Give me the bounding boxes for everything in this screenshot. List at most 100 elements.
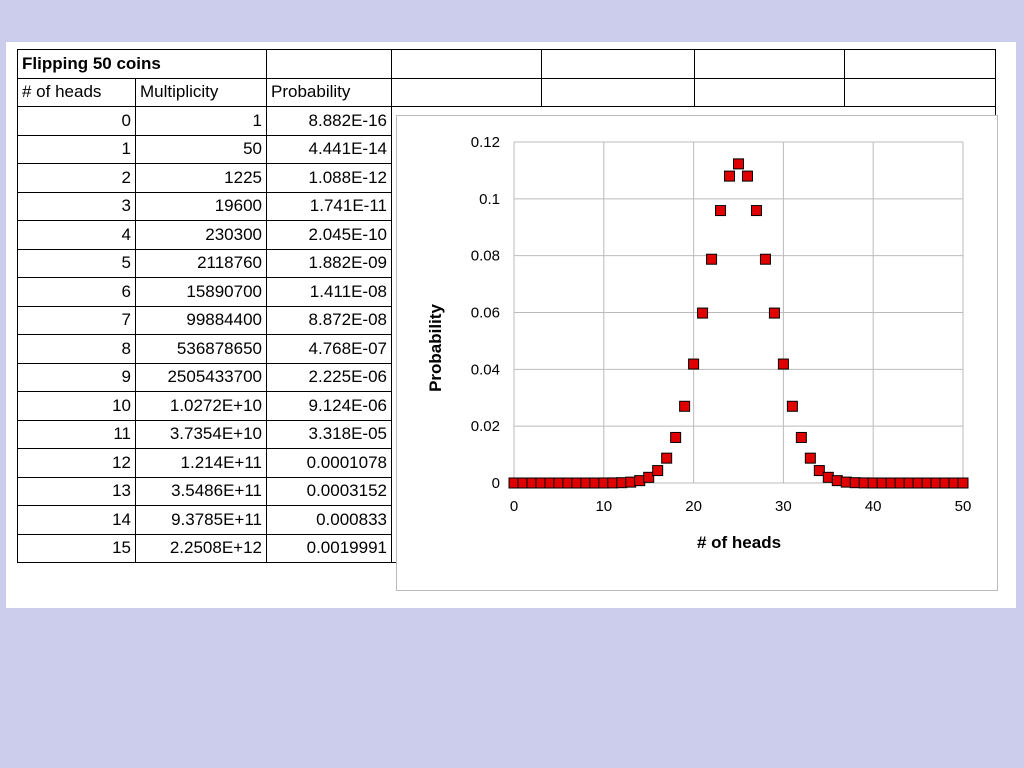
cell-heads[interactable]: 14 xyxy=(17,505,136,535)
cell-probability[interactable]: 1.741E-11 xyxy=(266,191,392,221)
cell-probability[interactable]: 8.882E-16 xyxy=(266,106,392,136)
cell-multiplicity[interactable]: 99884400 xyxy=(135,305,267,335)
cell-heads[interactable]: 8 xyxy=(17,334,136,364)
data-point[interactable] xyxy=(661,452,673,464)
cell-multiplicity[interactable]: 2118760 xyxy=(135,248,267,278)
table-row: 5 2118760 1.882E-09 xyxy=(17,248,996,278)
table-row: 14 9.3785E+11 0.000833 xyxy=(17,505,996,535)
cell-probability[interactable]: 2.225E-06 xyxy=(266,362,392,392)
cell-heads[interactable]: 0 xyxy=(17,106,136,136)
data-point[interactable] xyxy=(759,253,771,265)
cell-multiplicity[interactable]: 1.214E+11 xyxy=(135,448,267,478)
cell-probability[interactable]: 1.088E-12 xyxy=(266,163,392,193)
data-point[interactable] xyxy=(652,465,664,477)
data-point[interactable] xyxy=(957,477,969,489)
table-row: 11 3.7354E+10 3.318E-05 xyxy=(17,419,996,449)
data-point[interactable] xyxy=(786,400,798,412)
cell-probability[interactable]: 1.411E-08 xyxy=(266,277,392,307)
data-point[interactable] xyxy=(733,158,744,170)
data-point[interactable] xyxy=(795,431,807,443)
data-point[interactable] xyxy=(804,452,816,464)
cell-heads[interactable]: 1 xyxy=(17,134,136,164)
x-tick-label: 0 xyxy=(510,498,518,515)
empty-cell[interactable] xyxy=(391,49,542,79)
cell-multiplicity[interactable]: 230300 xyxy=(135,220,267,250)
data-point[interactable] xyxy=(643,471,655,483)
empty-cell[interactable] xyxy=(844,77,996,107)
data-point[interactable] xyxy=(768,307,780,319)
cell-probability[interactable]: 0.0001078 xyxy=(266,448,392,478)
cell-multiplicity[interactable]: 3.5486E+11 xyxy=(135,476,267,506)
cell-multiplicity[interactable]: 1 xyxy=(135,106,267,136)
cell-probability[interactable]: 9.124E-06 xyxy=(266,391,392,421)
empty-cell[interactable] xyxy=(266,49,392,79)
data-point[interactable] xyxy=(741,170,753,182)
header-probability[interactable]: Probability xyxy=(266,77,392,107)
empty-cell[interactable] xyxy=(541,77,695,107)
empty-cell[interactable] xyxy=(541,49,695,79)
cell-probability[interactable]: 3.318E-05 xyxy=(266,419,392,449)
cell-multiplicity[interactable]: 2.2508E+12 xyxy=(135,533,267,563)
data-point[interactable] xyxy=(777,358,789,370)
cell-multiplicity[interactable]: 1225 xyxy=(135,163,267,193)
table-row: 3 19600 1.741E-11 xyxy=(17,191,996,221)
cell-multiplicity[interactable]: 3.7354E+10 xyxy=(135,419,267,449)
cell-heads[interactable]: 6 xyxy=(17,277,136,307)
cell-multiplicity[interactable]: 536878650 xyxy=(135,334,267,364)
y-tick-label: 0.12 xyxy=(471,134,500,151)
data-point[interactable] xyxy=(813,465,825,477)
cell-probability[interactable]: 4.441E-14 xyxy=(266,134,392,164)
cell-heads[interactable]: 5 xyxy=(17,248,136,278)
cell-heads[interactable]: 2 xyxy=(17,163,136,193)
table-row: 10 1.0272E+10 9.124E-06 xyxy=(17,391,996,421)
data-point[interactable] xyxy=(697,307,709,319)
x-axis-label: # of heads xyxy=(697,533,781,552)
data-point[interactable] xyxy=(706,253,718,265)
y-tick-labels: 0 0.02 0.04 0.06 0.08 0.1 0.12 xyxy=(471,134,500,492)
x-tick-label: 30 xyxy=(775,498,792,515)
cell-heads[interactable]: 13 xyxy=(17,476,136,506)
x-tick-labels: 0 10 20 30 40 50 xyxy=(510,498,972,515)
cell-heads[interactable]: 15 xyxy=(17,533,136,563)
empty-cell[interactable] xyxy=(844,49,996,79)
cell-multiplicity[interactable]: 50 xyxy=(135,134,267,164)
cell-probability[interactable]: 8.872E-08 xyxy=(266,305,392,335)
cell-multiplicity[interactable]: 9.3785E+11 xyxy=(135,505,267,535)
cell-probability[interactable]: 0.0019991 xyxy=(266,533,392,563)
cell-multiplicity[interactable]: 2505433700 xyxy=(135,362,267,392)
data-point[interactable] xyxy=(724,170,736,182)
y-axis-label: Probability xyxy=(426,304,445,392)
cell-multiplicity[interactable]: 19600 xyxy=(135,191,267,221)
cell-probability[interactable]: 0.000833 xyxy=(266,505,392,535)
table-row: 4 230300 2.045E-10 xyxy=(17,220,996,250)
data-point[interactable] xyxy=(750,205,762,217)
cell-probability[interactable]: 1.882E-09 xyxy=(266,248,392,278)
cell-probability[interactable]: 0.0003152 xyxy=(266,476,392,506)
empty-cell[interactable] xyxy=(391,77,542,107)
empty-cell[interactable] xyxy=(694,77,845,107)
cell-multiplicity[interactable]: 15890700 xyxy=(135,277,267,307)
y-tick-label: 0.04 xyxy=(471,361,500,378)
data-point[interactable] xyxy=(679,400,691,412)
cell-heads[interactable]: 4 xyxy=(17,220,136,250)
x-tick-label: 40 xyxy=(865,498,882,515)
cell-probability[interactable]: 4.768E-07 xyxy=(266,334,392,364)
header-multiplicity[interactable]: Multiplicity xyxy=(135,77,267,107)
header-heads[interactable]: # of heads xyxy=(17,77,136,107)
grid-lines xyxy=(513,141,964,484)
cell-heads[interactable]: 12 xyxy=(17,448,136,478)
cell-multiplicity[interactable]: 1.0272E+10 xyxy=(135,391,267,421)
data-point[interactable] xyxy=(715,205,727,217)
cell-heads[interactable]: 3 xyxy=(17,191,136,221)
cell-heads[interactable]: 9 xyxy=(17,362,136,392)
cell-probability[interactable]: 2.045E-10 xyxy=(266,220,392,250)
chart-area[interactable]: 0 0.02 0.04 0.06 0.08 0.1 0.12 0 10 20 30 40 50 Pro… xyxy=(396,115,998,591)
cell-heads[interactable]: 11 xyxy=(17,419,136,449)
y-tick-label: 0.08 xyxy=(471,248,500,265)
cell-heads[interactable]: 7 xyxy=(17,305,136,335)
empty-cell[interactable] xyxy=(694,49,845,79)
table-title[interactable]: Flipping 50 coins xyxy=(17,49,267,79)
cell-heads[interactable]: 10 xyxy=(17,391,136,421)
data-point[interactable] xyxy=(688,358,700,370)
data-point[interactable] xyxy=(670,431,682,443)
